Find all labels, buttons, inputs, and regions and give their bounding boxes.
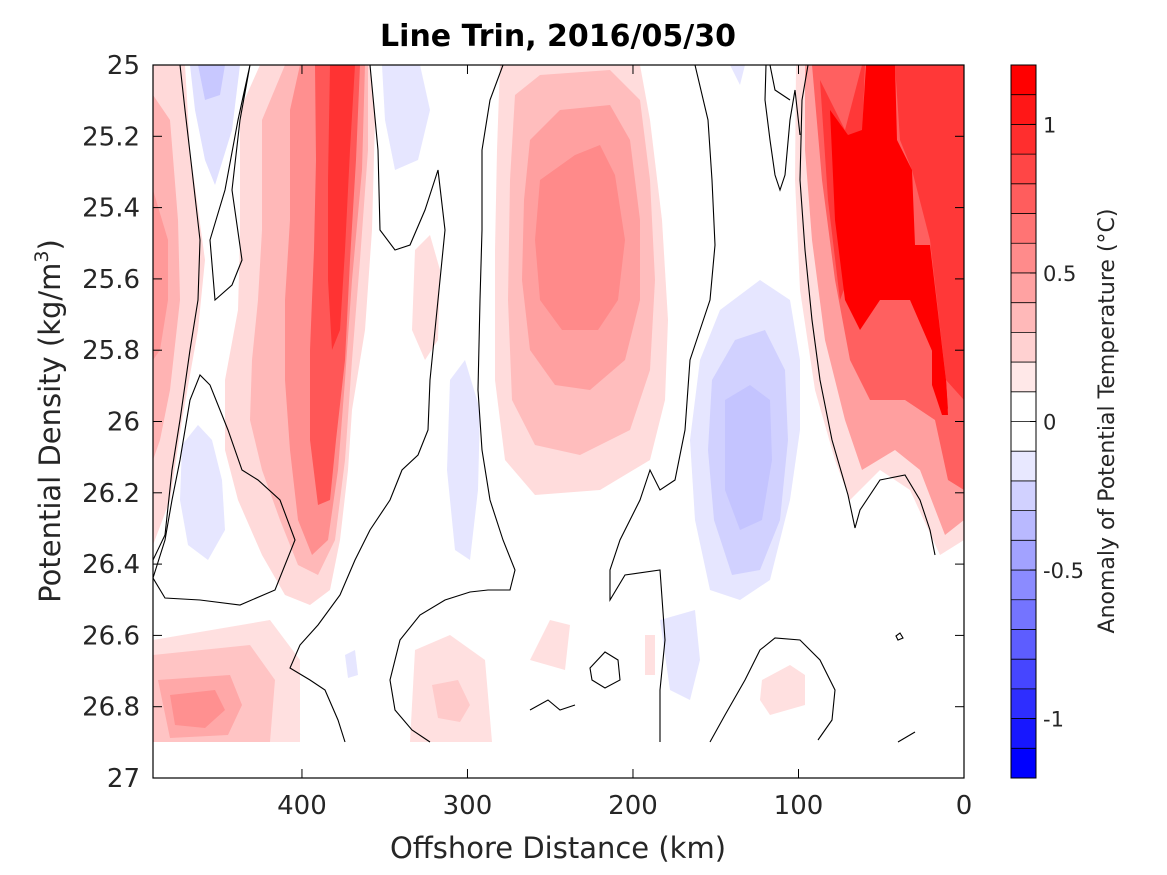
zero-contour-left-2 <box>209 65 251 302</box>
colorbar-band <box>1011 183 1036 214</box>
anomaly-region-left-warm-core <box>153 190 168 360</box>
zero-contour-right-760 <box>769 65 791 101</box>
x-axis-ticks: 400 300 200 100 0 <box>277 65 972 821</box>
colorbar-band <box>1011 629 1036 660</box>
zero-contour-left-1 <box>153 65 201 561</box>
anomaly-region-mid-left-cold <box>180 425 225 560</box>
colorbar-ticks: 1 0.5 0 -0.5 -1 <box>1030 113 1084 732</box>
x-tick-label: 300 <box>443 791 493 821</box>
y-tick-label: 26.4 <box>82 550 140 580</box>
colorbar-band <box>1011 659 1036 689</box>
zero-contour-right-main <box>799 65 936 556</box>
colorbar-label: Anomaly of Potential Temperature (°C) <box>1095 209 1120 634</box>
colorbar-band <box>1011 154 1036 184</box>
colorbar-band <box>1011 421 1036 452</box>
anomaly-region-bottom-small-warm-2 <box>645 635 655 675</box>
y-tick-label: 25.4 <box>82 194 140 224</box>
colorbar-band <box>1011 451 1036 481</box>
chart-title: Line Trin, 2016/05/30 <box>380 19 736 54</box>
colorbar-band <box>1011 243 1036 273</box>
colorbar-tick-label: -0.5 <box>1043 559 1084 583</box>
zero-contour-small-circle <box>589 651 621 689</box>
x-tick-label: 0 <box>956 791 973 821</box>
colorbar-band <box>1011 272 1036 303</box>
colorbar-band <box>1011 391 1036 422</box>
y-tick-label: 26.2 <box>82 479 140 509</box>
colorbar-band <box>1011 94 1036 125</box>
y-axis-label-tail: ) <box>33 239 67 250</box>
colorbar-band <box>1011 540 1036 571</box>
colorbar-band <box>1011 302 1036 333</box>
y-tick-label: 25.8 <box>82 336 140 366</box>
anomaly-region-cold-strip-345 <box>382 65 430 170</box>
colorbar-tick-label: 0.5 <box>1043 262 1076 286</box>
x-axis-label: Offshore Distance (km) <box>390 831 726 865</box>
anomaly-region-bottom-300-mid <box>432 680 470 722</box>
colorbar-band <box>1011 213 1036 244</box>
y-tick-label: 25.6 <box>82 265 140 295</box>
colorbar-tick-label: 1 <box>1043 113 1056 137</box>
colorbar-tick-label: -1 <box>1043 708 1064 732</box>
anomaly-region-cold-top-right <box>730 65 745 85</box>
x-tick-label: 200 <box>608 791 658 821</box>
colorbar-band <box>1011 124 1036 155</box>
colorbar-band <box>1011 599 1036 630</box>
y-axis-label-main: Potential Density (kg/m <box>33 263 67 603</box>
colorbar-band <box>1011 510 1036 541</box>
plot-area <box>153 65 964 778</box>
colorbar-band <box>1011 65 1036 95</box>
colorbar-band <box>1011 748 1036 778</box>
zero-contour-bottom-edge <box>897 731 916 743</box>
anomaly-region-cold-130-core <box>725 385 772 530</box>
colorbar <box>1011 65 1036 778</box>
anomaly-fills <box>153 65 964 742</box>
anomaly-region-bottom-cold-1 <box>345 650 358 678</box>
colorbar-band <box>1011 688 1036 719</box>
zero-contour-mid-345 <box>289 65 446 743</box>
zero-contours <box>153 65 936 743</box>
x-tick-label: 400 <box>277 791 327 821</box>
anomaly-region-top-left-cold-core <box>198 65 225 100</box>
anomaly-region-small-warm-blob <box>412 235 440 360</box>
zero-contour-tiny-mark <box>895 632 904 641</box>
colorbar-band <box>1011 570 1036 600</box>
y-tick-label: 27 <box>107 764 140 794</box>
colorbar-band <box>1011 480 1036 511</box>
y-tick-label: 26 <box>107 408 140 438</box>
colorbar-tick-label: 0 <box>1043 411 1056 435</box>
y-axis-label-superscript: 3 <box>31 250 53 262</box>
y-tick-label: 26.8 <box>82 693 140 723</box>
y-tick-label: 26.6 <box>82 621 140 651</box>
colorbar-band <box>1011 332 1036 363</box>
anomaly-region-bottom-small-warm-3 <box>760 665 805 715</box>
colorbar-band <box>1011 362 1036 392</box>
y-axis-label: Potential Density (kg/m3) <box>31 239 67 603</box>
x-tick-label: 100 <box>774 791 824 821</box>
anomaly-region-right-edge-tip <box>932 350 948 415</box>
anomaly-region-bottom-cold-2 <box>660 610 700 700</box>
zero-contour-mid-285 <box>389 65 516 743</box>
colorbar-band <box>1011 718 1036 749</box>
zero-contour-right-770 <box>764 65 801 192</box>
zero-contour-bottom-right <box>709 637 836 743</box>
anomaly-region-bottom-left-core <box>170 690 225 728</box>
anomaly-region-lobe-230-core <box>535 145 625 330</box>
anomaly-region-cold-300 <box>447 360 480 560</box>
anomaly-region-top-left-cold <box>190 65 240 185</box>
zero-contour-mid-250 <box>529 699 576 711</box>
anomaly-region-right-edge-peak <box>830 65 948 410</box>
zero-contour-right-690 <box>609 65 716 742</box>
y-axis-ticks: 25 25.2 25.4 25.6 25.8 26 26.2 26.4 26.6 26.8 27 <box>82 51 964 794</box>
anomaly-region-column-380-peak <box>328 65 355 350</box>
y-tick-label: 25 <box>107 51 140 81</box>
anomaly-region-bottom-small-warm-1 <box>530 620 570 670</box>
y-tick-label: 25.2 <box>82 122 140 152</box>
zero-contour-left-3 <box>153 374 296 606</box>
